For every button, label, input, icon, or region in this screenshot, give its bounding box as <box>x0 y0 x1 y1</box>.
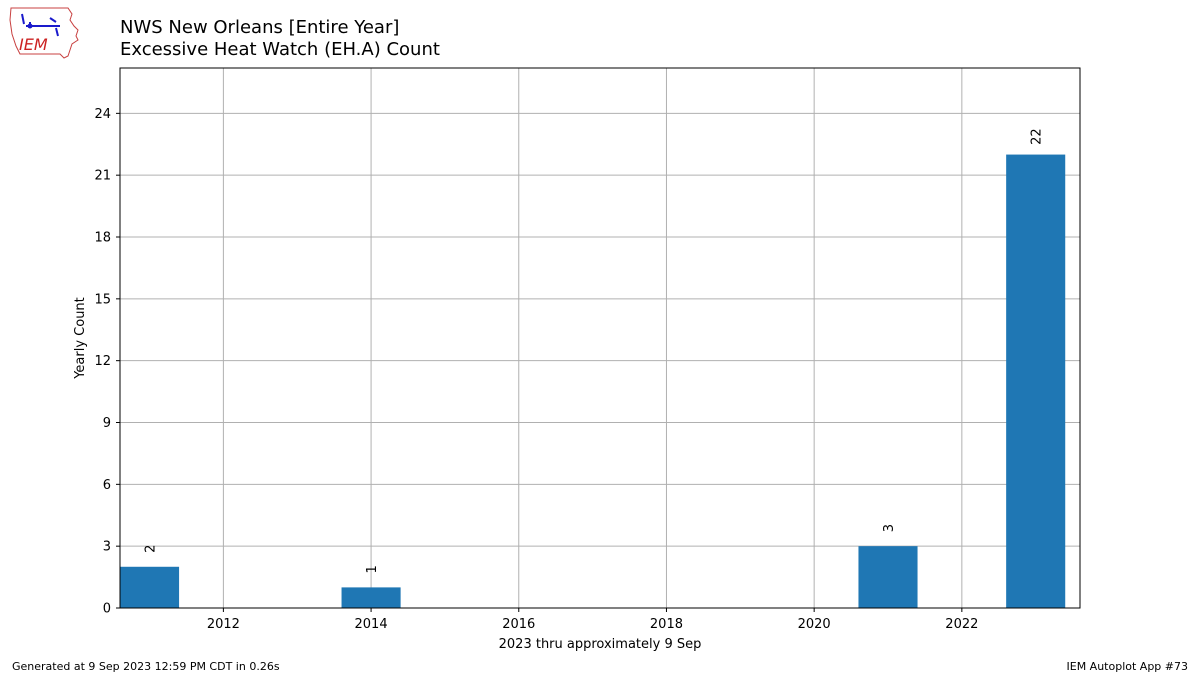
x-tick-label: 2016 <box>502 617 535 632</box>
grid-lines <box>120 68 1080 609</box>
y-tick-label: 0 <box>103 602 111 617</box>
y-tick-label: 21 <box>94 169 111 184</box>
bar-label-2023: 22 <box>1030 128 1045 145</box>
x-tick-label: 2020 <box>798 617 831 632</box>
bars <box>120 154 1066 608</box>
y-tick-label: 18 <box>94 231 111 246</box>
bar-2014 <box>341 587 401 608</box>
generated-note: Generated at 9 Sep 2023 12:59 PM CDT in … <box>12 660 280 673</box>
x-tick-label: 2012 <box>207 617 240 632</box>
bar-2021 <box>858 546 918 608</box>
y-axis-label: Yearly Count <box>73 297 88 380</box>
title-line-2: Excessive Heat Watch (EH.A) Count <box>120 39 440 60</box>
chart-title: NWS New Orleans [Entire Year] Excessive … <box>120 17 440 61</box>
y-tick-label: 9 <box>103 416 111 431</box>
bar-2011 <box>120 566 180 608</box>
x-tick-label: 2014 <box>355 617 388 632</box>
bar-label-2021: 3 <box>882 524 897 532</box>
title-line-1: NWS New Orleans [Entire Year] <box>120 17 400 38</box>
iem-logo: IEM <box>9 7 79 59</box>
bar-2023 <box>1006 154 1066 608</box>
bar-label-2014: 1 <box>365 565 380 573</box>
y-tick-label: 24 <box>94 107 111 122</box>
logo-text: IEM <box>19 35 48 54</box>
app-note: IEM Autoplot App #73 <box>1066 660 1189 673</box>
y-tick-label: 12 <box>94 354 111 369</box>
x-axis-label: 2023 thru approximately 9 Sep <box>499 637 702 652</box>
x-tick-label: 2018 <box>650 617 683 632</box>
bar-label-2011: 2 <box>144 545 159 553</box>
y-axis-ticks: 0 3 6 9 12 15 18 21 24 <box>94 107 120 617</box>
y-tick-label: 3 <box>103 540 111 555</box>
bar-labels: 2 1 3 22 <box>144 128 1045 573</box>
x-tick-label: 2022 <box>945 617 978 632</box>
y-tick-label: 15 <box>94 292 111 307</box>
y-tick-label: 6 <box>103 478 111 493</box>
plot-frame <box>119 67 1081 609</box>
x-axis-ticks: 2012 2014 2016 2018 2020 2022 <box>207 608 978 632</box>
